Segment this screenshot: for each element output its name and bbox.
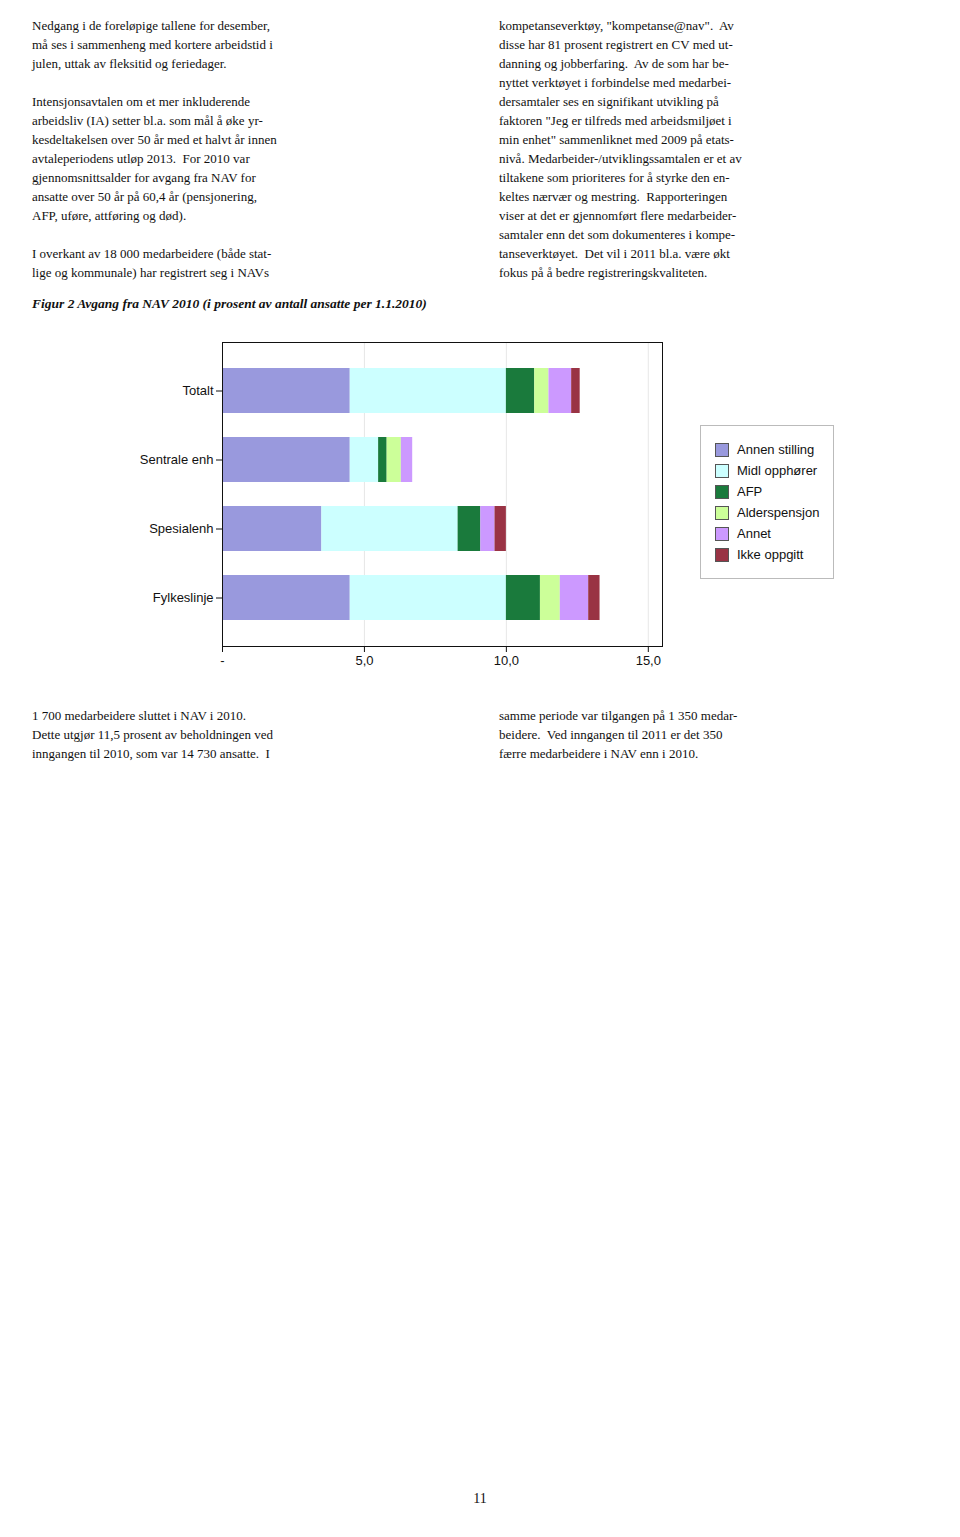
html-text:fokus på å bedre registrerings: fokus på å bedre registreringskvaliteten… <box>499 265 708 280</box>
html-text:tiltakene som prioriteres for: tiltakene som prioriteres for å styrke d… <box>499 170 730 185</box>
html-text:beidere. Ved inngangen til 201: beidere. Ved inngangen til 2011 er det 3… <box>499 727 723 742</box>
html-text:min enhet" sammenliknet med 20: min enhet" sammenliknet med 2009 på etat… <box>499 132 734 147</box>
html-text:nivå. Medarbeider-/utviklingss: nivå. Medarbeider-/utviklingssamtalen er… <box>499 151 742 166</box>
svg-text:-: - <box>220 653 224 668</box>
html-text:samtaler enn det som dokumente: samtaler enn det som dokumenteres i komp… <box>499 227 736 242</box>
html-text:færre medarbeidere i NAV enn i: færre medarbeidere i NAV enn i 2010. <box>499 746 699 761</box>
html-text:AFP: AFP <box>737 484 763 499</box>
svg-text:Totalt: Totalt <box>182 383 213 398</box>
html-text:lige og kommunale) har registr: lige og kommunale) har registrert seg i … <box>32 265 269 280</box>
html-text:dersamtaler ses en signifikant: dersamtaler ses en signifikant utvikling… <box>499 94 719 109</box>
html-text:gjennomsnittsalder for avgang: gjennomsnittsalder for avgang fra NAV fo… <box>32 170 256 185</box>
html-text:Annen stilling: Annen stilling <box>737 442 815 457</box>
html-text:Alderspensjon: Alderspensjon <box>737 505 820 520</box>
html-text:Ikke oppgitt: Ikke oppgitt <box>737 547 804 562</box>
html-text:viser at det er gjennomført fl: viser at det er gjennomført flere medarb… <box>499 208 737 223</box>
html-text:1 700 medarbeidere sluttet i N: 1 700 medarbeidere sluttet i NAV i 2010. <box>32 708 246 723</box>
svg-text:5,0: 5,0 <box>355 653 373 668</box>
html-text:Nedgang i de foreløpige tallen: Nedgang i de foreløpige tallene for dese… <box>32 18 271 33</box>
html-text:avtaleperiodens utløp 2013. Fo: avtaleperiodens utløp 2013. For 2010 var <box>32 151 250 166</box>
html-text:11: 11 <box>473 1491 487 1506</box>
html-text:kesdeltakelsen over 50 år med: kesdeltakelsen over 50 år med et halvt å… <box>32 132 277 147</box>
html-text:Figur 2 Avgang fra NAV 2010 (i: Figur 2 Avgang fra NAV 2010 (i prosent a… <box>32 296 427 311</box>
html-text:faktoren "Jeg er tilfreds med: faktoren "Jeg er tilfreds med arbeidsmil… <box>499 113 732 128</box>
html-text:danning og jobberfaring. Av de: danning og jobberfaring. Av de som har b… <box>499 56 729 71</box>
html-text:nyttet verktøyet i forbindelse: nyttet verktøyet i forbindelse med medar… <box>499 75 732 90</box>
html-text:Midl opphører: Midl opphører <box>737 463 818 478</box>
html-text:kompetanseverktøy, "kompetanse: kompetanseverktøy, "kompetanse@nav". Av <box>499 18 734 33</box>
html-text:Dette utgjør 11,5 prosent av b: Dette utgjør 11,5 prosent av beholdninge… <box>32 727 273 742</box>
svg-text:Sentrale enh: Sentrale enh <box>140 452 214 467</box>
html-text:disse har 81 prosent registrer: disse har 81 prosent registrert en CV me… <box>499 37 733 52</box>
html-text:I overkant av 18 000 medarbeid: I overkant av 18 000 medarbeidere (både … <box>32 246 272 261</box>
html-text:må ses i sammenheng med korter: må ses i sammenheng med kortere arbeidst… <box>32 37 273 52</box>
html-text:AFP, uføre, attføring og død).: AFP, uføre, attføring og død). <box>32 208 187 223</box>
html-text:keltes nærvær og mestring. Rap: keltes nærvær og mestring. Rapporteringe… <box>499 189 728 204</box>
svg-text:Spesialenh: Spesialenh <box>149 521 213 536</box>
html-text:Annet: Annet <box>737 526 771 541</box>
svg-text:15,0: 15,0 <box>636 653 661 668</box>
html-text:inngangen til 2010, som var 14: inngangen til 2010, som var 14 730 ansat… <box>32 746 270 761</box>
html-text:tanseverktøyet. Det vil i 2011: tanseverktøyet. Det vil i 2011 bl.a. vær… <box>499 246 730 261</box>
svg-text:Fylkeslinje: Fylkeslinje <box>153 590 214 605</box>
html-text:Intensjonsavtalen om et mer in: Intensjonsavtalen om et mer inkluderende <box>32 94 250 109</box>
html-text:arbeidsliv (IA) setter bl.a. s: arbeidsliv (IA) setter bl.a. som mål å ø… <box>32 113 263 128</box>
html-text:julen, uttak av fleksitid og f: julen, uttak av fleksitid og feriedager. <box>32 56 227 71</box>
html-text:samme periode var tilgangen på: samme periode var tilgangen på 1 350 med… <box>499 708 738 723</box>
svg-text:10,0: 10,0 <box>494 653 519 668</box>
html-text:ansatte over 50 år på 60,4 år: ansatte over 50 år på 60,4 år (pensjoner… <box>32 189 257 204</box>
